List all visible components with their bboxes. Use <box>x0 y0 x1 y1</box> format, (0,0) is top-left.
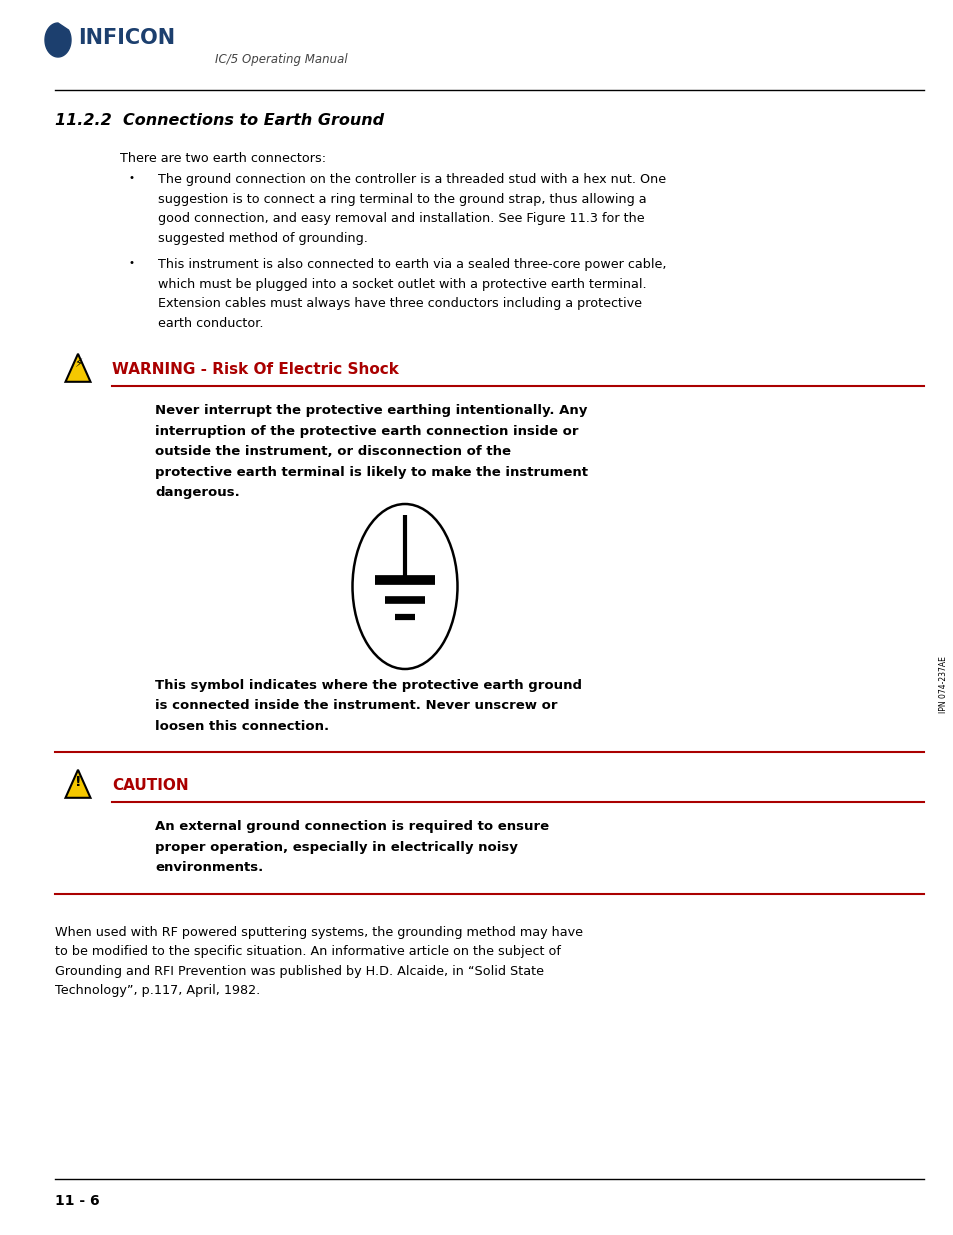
Text: is connected inside the instrument. Never unscrew or: is connected inside the instrument. Neve… <box>154 699 557 713</box>
Text: CAUTION: CAUTION <box>112 778 189 793</box>
Ellipse shape <box>352 504 457 669</box>
Text: proper operation, especially in electrically noisy: proper operation, especially in electric… <box>154 841 517 853</box>
Text: ⚡: ⚡ <box>73 357 82 369</box>
Text: This symbol indicates where the protective earth ground: This symbol indicates where the protecti… <box>154 678 581 692</box>
Text: which must be plugged into a socket outlet with a protective earth terminal.: which must be plugged into a socket outl… <box>158 278 646 290</box>
Text: •: • <box>128 173 133 183</box>
Text: !: ! <box>74 776 81 789</box>
Text: environments.: environments. <box>154 861 263 874</box>
Text: Extension cables must always have three conductors including a protective: Extension cables must always have three … <box>158 296 641 310</box>
Polygon shape <box>66 353 91 382</box>
Text: suggested method of grounding.: suggested method of grounding. <box>158 231 368 245</box>
Text: IPN 074-237AE: IPN 074-237AE <box>939 657 947 714</box>
Text: Never interrupt the protective earthing intentionally. Any: Never interrupt the protective earthing … <box>154 404 587 417</box>
Text: An external ground connection is required to ensure: An external ground connection is require… <box>154 820 549 832</box>
Text: IC/5 Operating Manual: IC/5 Operating Manual <box>214 53 347 67</box>
Text: •: • <box>128 258 133 268</box>
Text: 11 - 6: 11 - 6 <box>55 1194 99 1208</box>
Text: dangerous.: dangerous. <box>154 487 239 499</box>
Polygon shape <box>45 23 71 57</box>
Text: When used with RF powered sputtering systems, the grounding method may have: When used with RF powered sputtering sys… <box>55 925 582 939</box>
Text: Technology”, p.117, April, 1982.: Technology”, p.117, April, 1982. <box>55 984 260 997</box>
Text: This instrument is also connected to earth via a sealed three-core power cable,: This instrument is also connected to ear… <box>158 258 666 270</box>
Text: suggestion is to connect a ring terminal to the ground strap, thus allowing a: suggestion is to connect a ring terminal… <box>158 193 646 205</box>
Text: good connection, and easy removal and installation. See Figure 11.3 for the: good connection, and easy removal and in… <box>158 212 644 225</box>
Text: earth conductor.: earth conductor. <box>158 316 263 330</box>
Text: to be modified to the specific situation. An informative article on the subject : to be modified to the specific situation… <box>55 945 560 958</box>
Text: INFICON: INFICON <box>78 28 175 48</box>
Text: 11.2.2  Connections to Earth Ground: 11.2.2 Connections to Earth Ground <box>55 112 384 128</box>
Text: interruption of the protective earth connection inside or: interruption of the protective earth con… <box>154 425 578 437</box>
Text: There are two earth connectors:: There are two earth connectors: <box>120 152 326 165</box>
Text: WARNING - Risk Of Electric Shock: WARNING - Risk Of Electric Shock <box>112 362 398 377</box>
Polygon shape <box>66 769 91 798</box>
Text: loosen this connection.: loosen this connection. <box>154 720 329 732</box>
Text: protective earth terminal is likely to make the instrument: protective earth terminal is likely to m… <box>154 466 587 478</box>
Text: outside the instrument, or disconnection of the: outside the instrument, or disconnection… <box>154 445 511 458</box>
Text: The ground connection on the controller is a threaded stud with a hex nut. One: The ground connection on the controller … <box>158 173 665 186</box>
Text: Grounding and RFI Prevention was published by H.D. Alcaide, in “Solid State: Grounding and RFI Prevention was publish… <box>55 965 543 977</box>
